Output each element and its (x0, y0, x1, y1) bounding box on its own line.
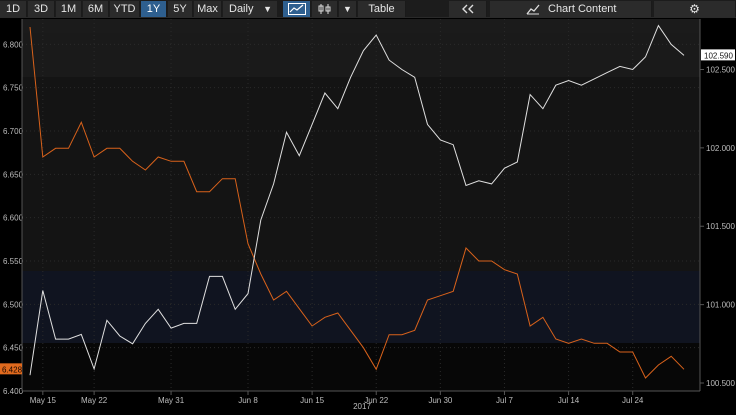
candlestick-chart-button[interactable] (312, 1, 338, 17)
right-axis-tick-label: 101.500 (706, 222, 735, 231)
left-axis-tick-label: 6.400 (3, 387, 24, 396)
range-5y-button[interactable]: 5Y (168, 1, 193, 17)
left-axis-tick-label: 6.450 (3, 344, 24, 353)
line-chart-type-button[interactable] (283, 1, 311, 17)
left-axis-tick-label: 6.600 (3, 214, 24, 223)
grid-lines (22, 19, 700, 392)
right-axis-tick-label: 101.000 (706, 301, 735, 310)
range-3d-button[interactable]: 3D (28, 1, 55, 17)
x-axis-tick-label: May 31 (158, 396, 185, 405)
price-chart[interactable]: 6.800 6.750 6.700 6.650 6.600 6.550 6.500 6.450… (0, 19, 736, 415)
right-axis-tick-label: 102.000 (706, 144, 735, 153)
line-chart-icon (287, 3, 306, 15)
range-ytd-button[interactable]: YTD (110, 1, 140, 17)
caret-down-icon: ▼ (263, 4, 272, 14)
frequency-dropdown[interactable]: Daily ▼ (223, 1, 277, 17)
left-axis-tick-label: 6.800 (3, 40, 24, 49)
background-bands (22, 19, 700, 391)
range-1m-button[interactable]: 1M (56, 1, 82, 17)
series-line-orange (29, 26, 685, 379)
last-value-labels: 6.428 102.590 (0, 49, 735, 375)
x-axis-tick-label: Jun 15 (300, 396, 325, 405)
range-max-button[interactable]: Max (194, 1, 222, 17)
x-axis-tick-label: Jul 7 (496, 396, 513, 405)
left-last-value-label: 6.428 (2, 365, 23, 374)
settings-button[interactable]: ⚙ (654, 1, 736, 17)
right-axis-tick-label: 100.500 (706, 379, 735, 388)
back-button[interactable] (449, 1, 487, 17)
x-axis-title: 2017 (353, 402, 371, 411)
left-last-value-box (0, 363, 22, 375)
chart-line-icon (526, 4, 540, 15)
double-chevron-left-icon (461, 4, 473, 14)
x-axis-tick-label: Jun 30 (428, 396, 453, 405)
right-last-value-box (701, 49, 735, 61)
x-axis-tick-label: May 15 (30, 396, 57, 405)
caret-down-icon: ▼ (343, 4, 352, 14)
x-axis-tick-label: May 22 (81, 396, 108, 405)
chart-content-label: Chart Content (548, 3, 617, 15)
left-axis-tick-label: 6.500 (3, 300, 24, 309)
x-axis-tick-label: Jul 14 (558, 396, 580, 405)
candlestick-icon (318, 4, 330, 14)
left-axis-tick-label: 6.700 (3, 127, 24, 136)
background-band (22, 343, 700, 391)
background-band (22, 19, 700, 33)
range-1y-button[interactable]: 1Y (141, 1, 167, 17)
background-band (22, 271, 700, 343)
x-axis: May 15 May 22 May 31 Jun 8 Jun 15 Jun 22 Jun 3… (22, 390, 700, 405)
x-axis-tick-label: Jul 24 (622, 396, 644, 405)
left-axis-tick-label: 6.750 (3, 84, 24, 93)
gear-icon: ⚙ (689, 2, 700, 16)
toolbar: 1D 3D 1M 6M YTD 1Y 5Y Max Daily ▼ ▼ Tabl… (0, 0, 736, 18)
right-axis-tick-label: 102.500 (706, 65, 735, 74)
frequency-value: Daily (229, 3, 254, 15)
range-6m-button[interactable]: 6M (83, 1, 109, 17)
x-axis-tick-label: Jun 8 (238, 396, 258, 405)
left-axis-tick-label: 6.550 (3, 257, 24, 266)
series-line-white (29, 24, 685, 376)
chart-type-dropdown[interactable]: ▼ (339, 1, 357, 17)
left-axis-tick-label: 6.650 (3, 170, 24, 179)
left-y-axis: 6.800 6.750 6.700 6.650 6.600 6.550 6.500 6.450… (3, 19, 24, 396)
right-last-value-label: 102.590 (704, 51, 733, 60)
x-axis-tick-label: Jun 22 (364, 396, 389, 405)
series-layer (29, 24, 685, 379)
table-button[interactable]: Table (358, 1, 406, 17)
chart-content-button[interactable]: Chart Content (490, 1, 652, 17)
right-y-axis: 102.500 102.000 101.500 101.000 100.500 (699, 19, 735, 391)
range-1d-button[interactable]: 1D (0, 1, 27, 17)
